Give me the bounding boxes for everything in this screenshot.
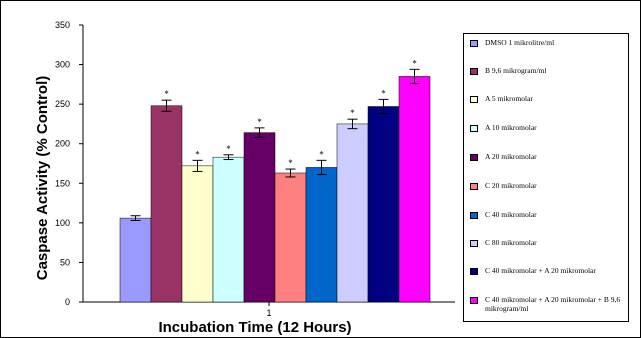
significance-marker: *: [257, 117, 262, 127]
legend-label: C 40 mikromolar + A 20 mikromolar + B 9,…: [485, 295, 627, 313]
y-tick-label: 350: [55, 20, 70, 30]
significance-marker: *: [350, 108, 355, 118]
legend-label: C 40 mikromolar + A 20 mikromolar: [485, 266, 627, 275]
chart-legend: DMSO 1 mikrolitre/ml B 9,6 mikrogram/ml A …: [463, 33, 629, 322]
x-axis-label: Incubation Time (12 Hours): [158, 319, 351, 336]
legend-label: B 9,6 mikrogram/ml: [485, 66, 627, 75]
y-axis-label: Caspase Activity (% Control): [34, 76, 51, 281]
legend-swatch: [470, 154, 478, 161]
y-tick-label: 250: [55, 99, 70, 109]
legend-label: C 40 mikromolar: [485, 210, 627, 219]
legend-label: A 5 mikromolar: [485, 94, 627, 103]
legend-swatch: [470, 212, 478, 219]
significance-marker: *: [288, 158, 293, 168]
significance-marker: *: [381, 88, 386, 98]
bar: [244, 133, 275, 302]
y-tick-label: 150: [55, 178, 70, 188]
y-tick-label: 200: [55, 139, 70, 149]
chart-bars: * * * * * * * * *: [120, 58, 430, 302]
x-tick-label: 1: [266, 308, 271, 318]
legend-label: C 20 mikromolar: [485, 181, 627, 190]
y-tick-label: 300: [55, 60, 70, 70]
legend-swatch: [470, 183, 478, 190]
bar: [275, 173, 306, 302]
bar: [399, 76, 430, 302]
significance-marker: *: [412, 58, 417, 68]
bar: [368, 107, 399, 302]
legend-swatch: [470, 240, 478, 247]
bar: [182, 166, 213, 302]
significance-marker: *: [164, 89, 169, 99]
legend-swatch: [470, 96, 478, 103]
bar: [306, 167, 337, 302]
bar: [151, 106, 182, 302]
y-tick-label: 100: [55, 218, 70, 228]
y-tick-label: 50: [60, 257, 70, 267]
legend-swatch: [470, 68, 478, 75]
bar: [337, 124, 368, 302]
legend-swatch: [470, 268, 478, 275]
y-tick-label: 0: [65, 297, 70, 307]
legend-label: DMSO 1 mikrolitre/ml: [485, 38, 627, 47]
significance-marker: *: [319, 149, 324, 159]
legend-label: A 20 mikromolar: [485, 152, 627, 161]
bar: [213, 157, 244, 302]
significance-marker: *: [226, 144, 231, 154]
bar: [120, 218, 151, 302]
legend-label: C 80 mikromolar: [485, 238, 627, 247]
legend-swatch: [470, 125, 478, 132]
significance-marker: *: [195, 149, 200, 159]
legend-swatch: [470, 297, 478, 304]
legend-swatch: [470, 40, 478, 47]
legend-label: A 10 mikromolar: [485, 123, 627, 132]
